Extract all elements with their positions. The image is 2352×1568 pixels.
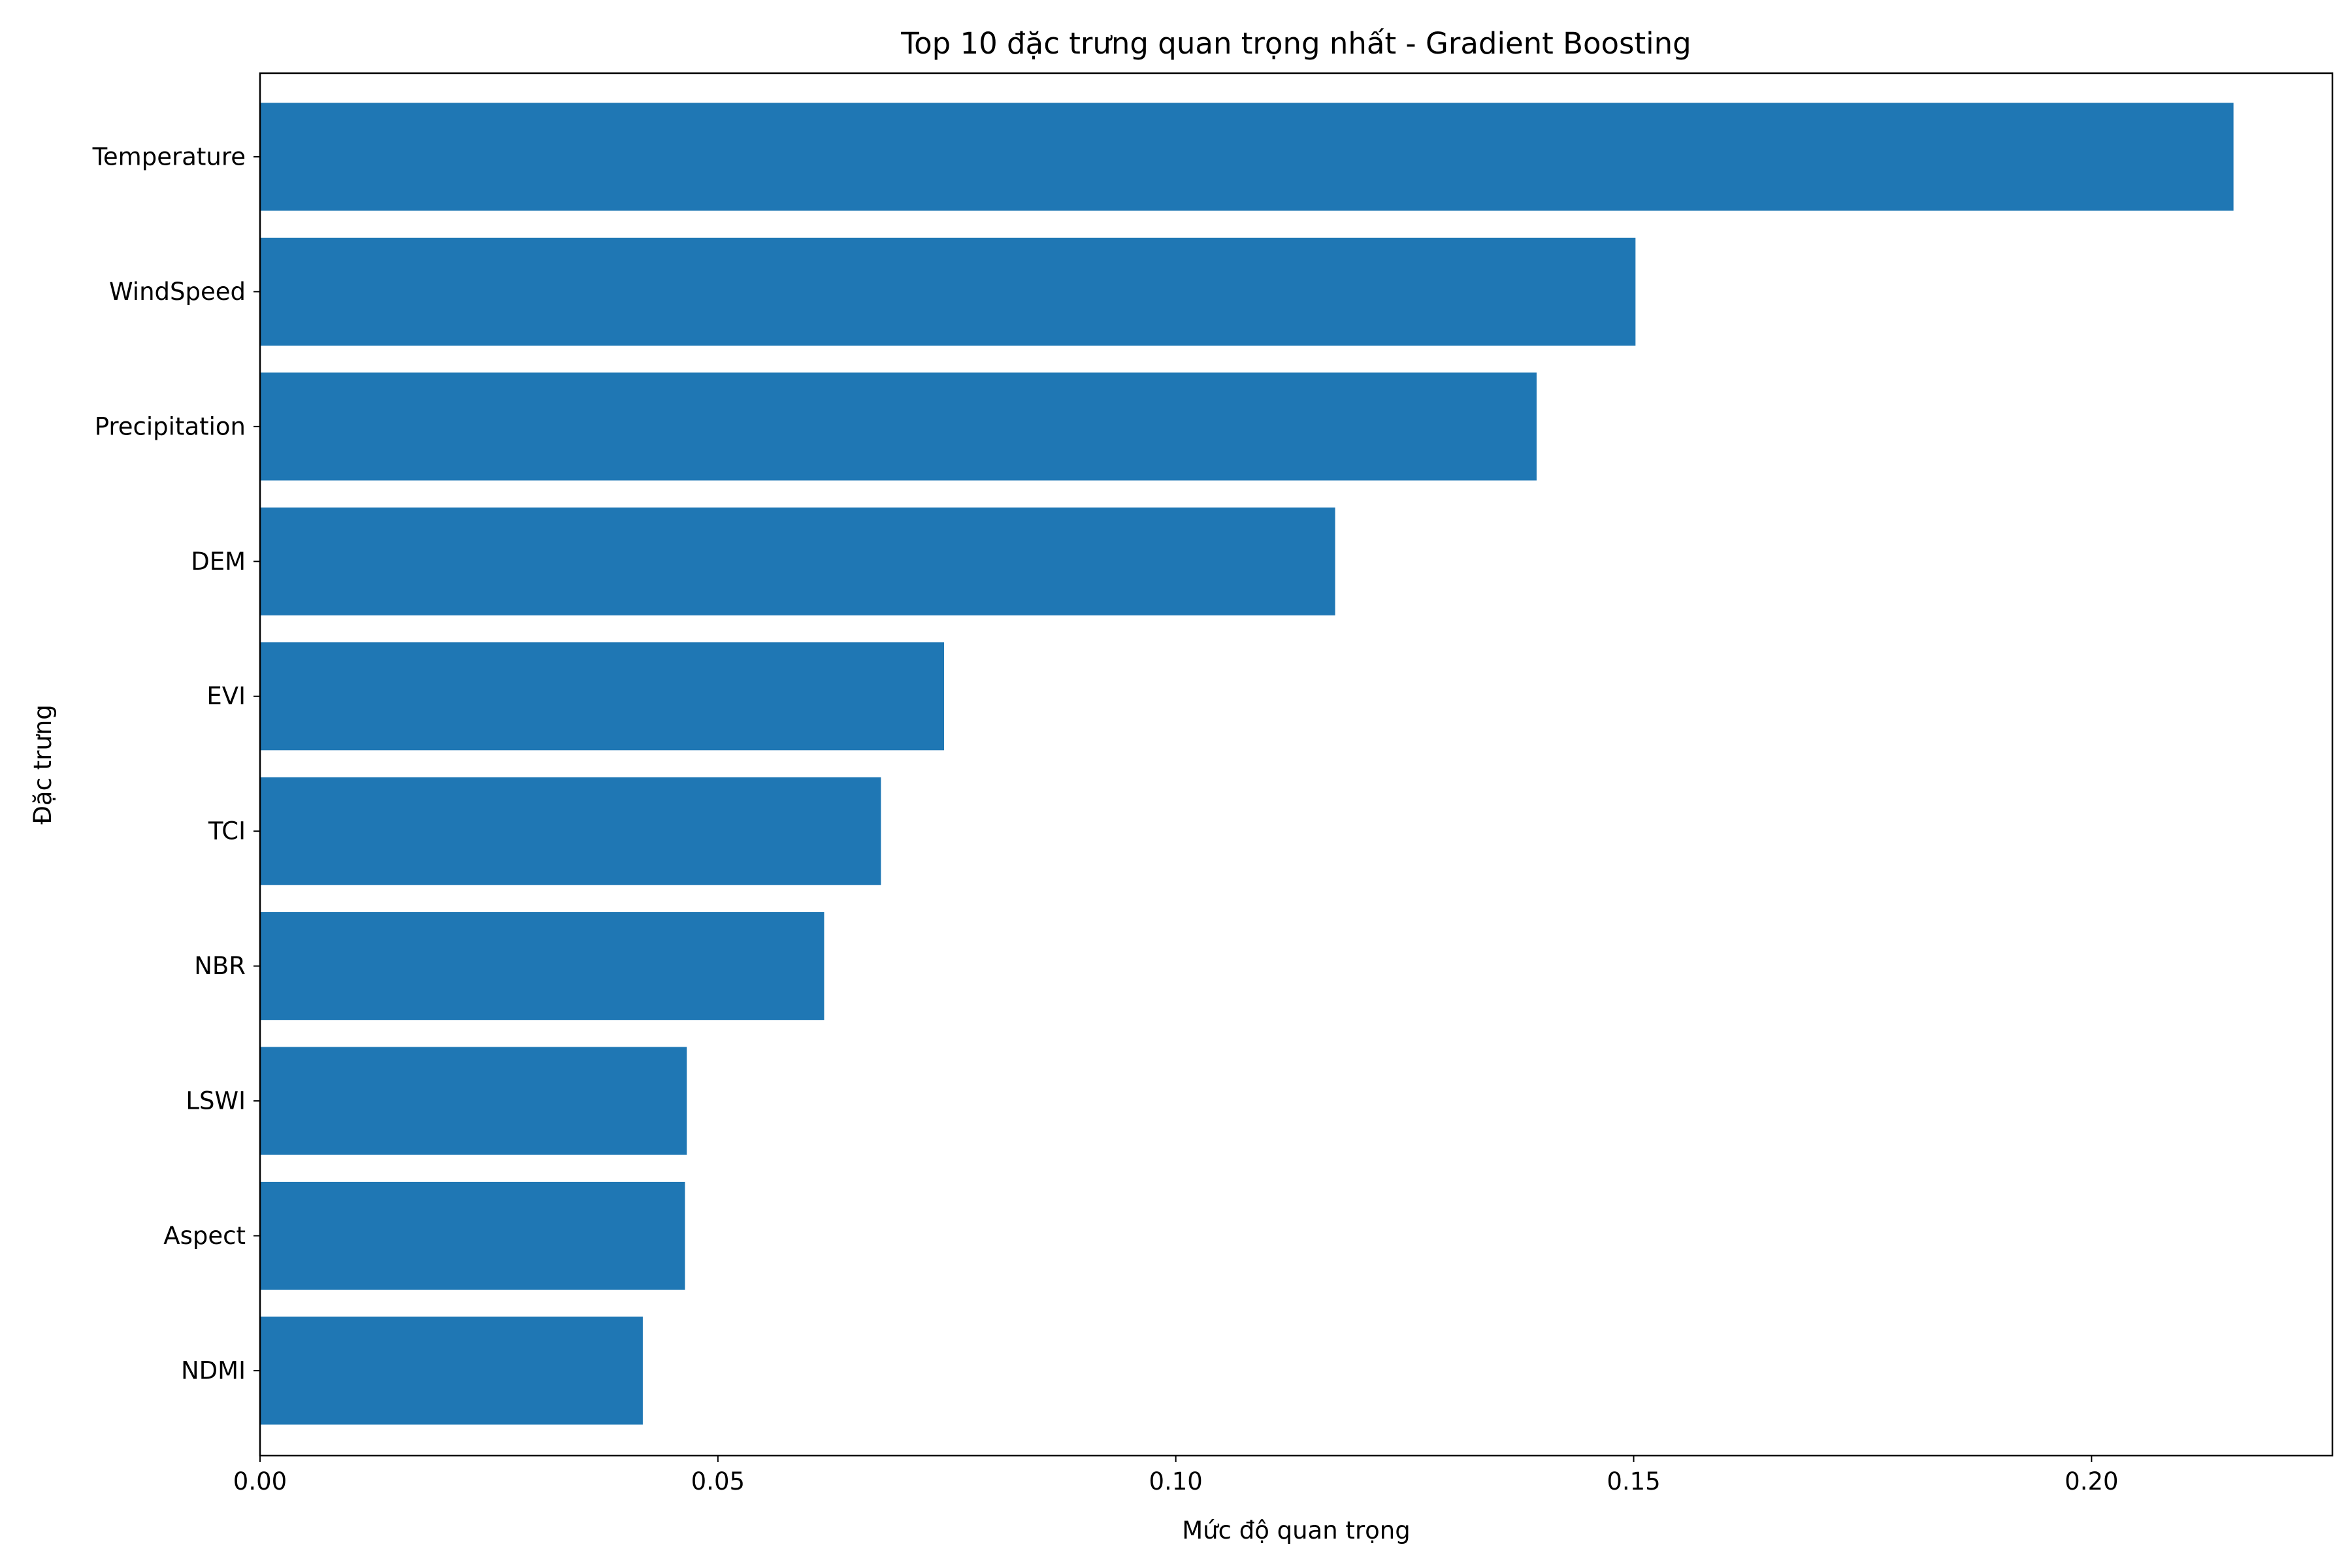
bar-aspect (260, 1181, 685, 1290)
x-axis-ticks: 0.00 0.05 0.10 0.15 0.20 (233, 1456, 2119, 1495)
chart-title: Top 10 đặc trưng quan trọng nhất - Gradi… (900, 26, 1691, 61)
y-tick-label: DEM (191, 547, 246, 576)
bar-lswi (260, 1047, 687, 1155)
x-tick-label: 0.00 (233, 1467, 287, 1495)
y-tick-label: Temperature (92, 142, 246, 171)
x-axis-label: Mức độ quan trọng (1182, 1516, 1410, 1544)
y-tick-label: TCI (208, 817, 246, 845)
bar-windspeed (260, 237, 1636, 346)
bar-dem (260, 507, 1335, 615)
bars-group (260, 103, 2234, 1425)
bar-evi (260, 642, 945, 751)
y-tick-label: Precipitation (95, 412, 246, 440)
x-tick-label: 0.15 (1607, 1467, 1660, 1495)
bar-nbr (260, 912, 825, 1021)
y-tick-label: Aspect (163, 1222, 246, 1250)
bar-ndmi (260, 1316, 643, 1425)
x-tick-label: 0.20 (2065, 1467, 2118, 1495)
y-tick-label: LSWI (186, 1087, 246, 1115)
y-axis-label: Đặc trưng (29, 704, 57, 825)
bar-temperature (260, 103, 2234, 211)
y-tick-label: EVI (206, 682, 246, 710)
y-tick-label: WindSpeed (109, 278, 246, 306)
bar-precipitation (260, 372, 1537, 481)
y-axis-ticks: Temperature WindSpeed Precipitation DEM EVI T… (92, 142, 260, 1384)
y-tick-label: NBR (194, 952, 246, 980)
x-tick-label: 0.10 (1149, 1467, 1202, 1495)
plot-frame (259, 72, 2334, 1457)
y-tick-label: NDMI (181, 1356, 246, 1384)
bar-tci (260, 777, 881, 885)
x-tick-label: 0.05 (691, 1467, 745, 1495)
